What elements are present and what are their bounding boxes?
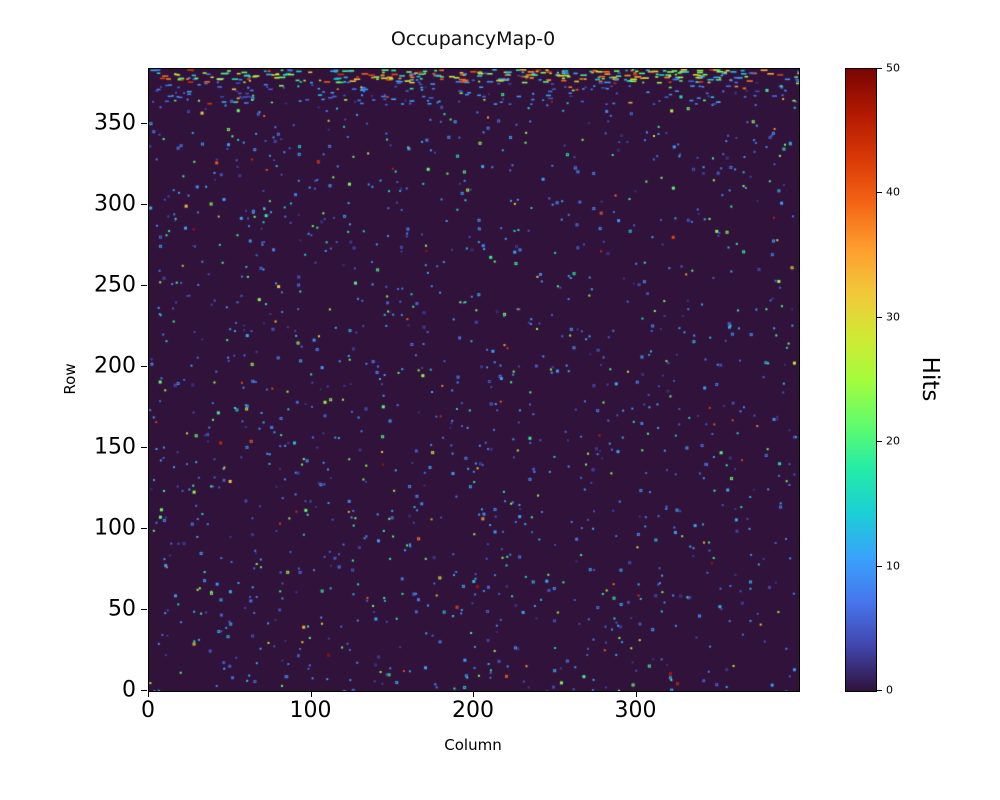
y-tick-mark <box>141 204 147 206</box>
x-tick-label: 300 <box>614 698 657 723</box>
y-tick-mark <box>141 366 147 368</box>
y-tick-label: 50 <box>108 596 136 622</box>
colorbar-tick-mark <box>877 441 882 443</box>
x-tick-mark <box>310 691 312 697</box>
colorbar-tick-mark <box>877 192 882 194</box>
x-tick-mark <box>473 691 474 697</box>
colorbar-tick-label: 30 <box>886 310 900 324</box>
y-tick-mark <box>141 447 147 449</box>
colorbar-label: Hits <box>917 356 943 402</box>
y-tick-label: 0 <box>122 677 136 703</box>
y-tick-label: 350 <box>94 110 136 136</box>
x-axis-label: Column <box>444 736 502 754</box>
x-tick-label: 100 <box>289 698 332 723</box>
y-tick-label: 300 <box>94 191 136 217</box>
y-tick-mark <box>141 123 147 125</box>
colorbar-tick-label: 20 <box>886 434 900 448</box>
x-tick-label: 200 <box>452 698 494 723</box>
colorbar-tick-label: 10 <box>886 559 900 573</box>
heatmap-canvas <box>149 69 799 691</box>
colorbar-tick-label: 50 <box>886 61 900 75</box>
y-tick-label: 250 <box>94 272 136 298</box>
colorbar-tick-mark <box>877 690 882 691</box>
y-tick-label: 200 <box>94 353 136 379</box>
y-tick-label: 100 <box>94 515 136 541</box>
chart-title: OccupancyMap-0 <box>390 28 556 50</box>
x-tick-mark <box>635 691 637 697</box>
y-axis-label: Row <box>61 363 79 395</box>
x-tick-mark <box>148 691 149 697</box>
x-tick-label: 0 <box>141 698 155 723</box>
y-tick-mark <box>141 690 147 691</box>
colorbar-tick-mark <box>877 565 882 567</box>
colorbar-tick-mark <box>877 68 882 69</box>
colorbar-tick-mark <box>877 316 882 318</box>
y-tick-label: 150 <box>94 434 136 460</box>
heatmap-plot-area <box>148 68 800 692</box>
y-tick-mark <box>141 285 147 287</box>
y-tick-mark <box>141 528 147 530</box>
colorbar <box>845 68 877 692</box>
colorbar-tick-label: 40 <box>886 185 900 199</box>
y-tick-mark <box>141 609 147 610</box>
colorbar-tick-label: 0 <box>886 683 893 697</box>
